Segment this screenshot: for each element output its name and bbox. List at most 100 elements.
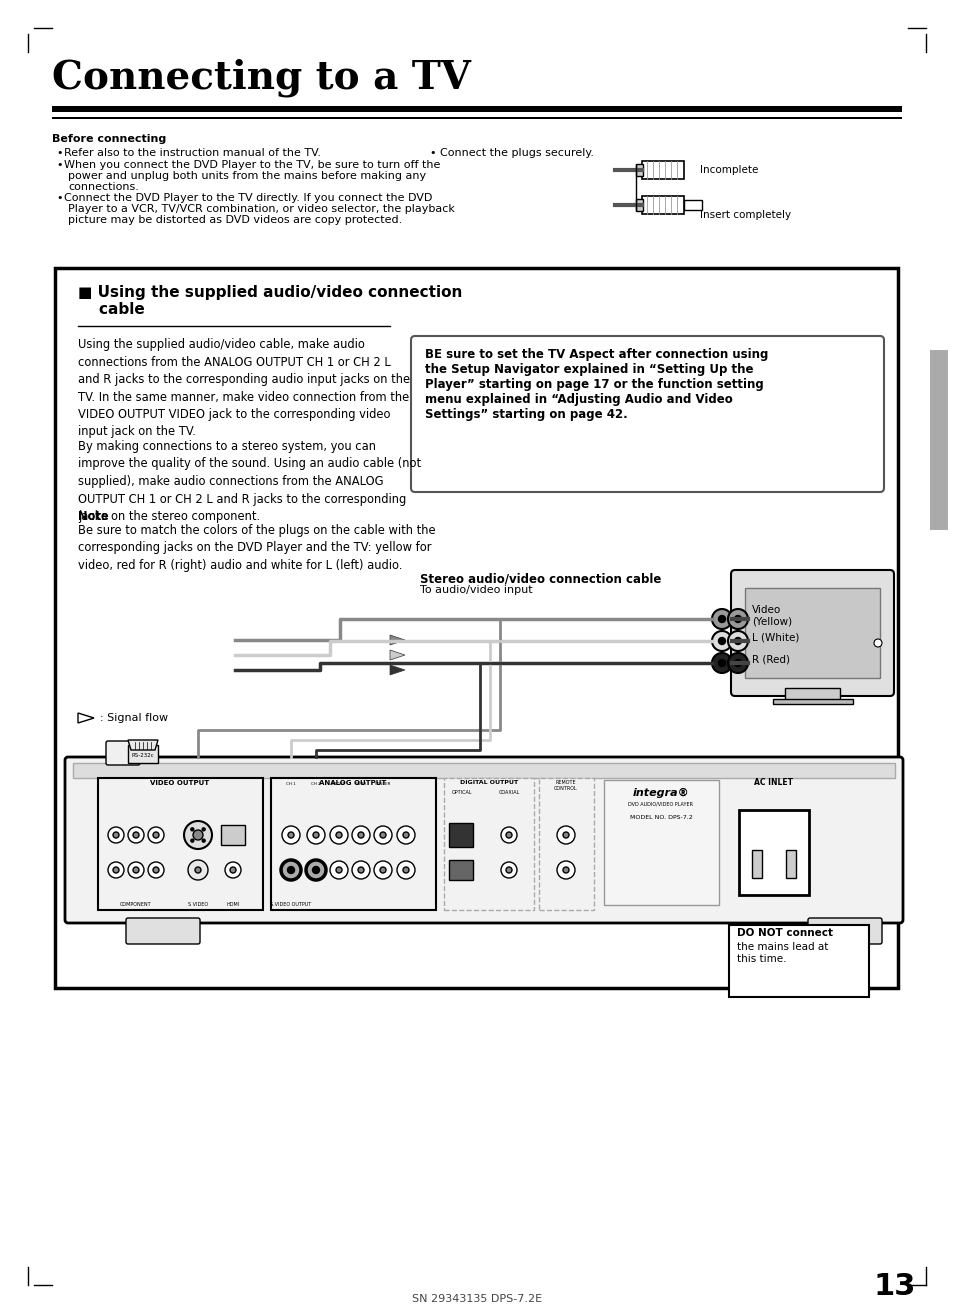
Bar (128, 744, 158, 763)
Circle shape (152, 867, 159, 873)
Bar (73, 763, 894, 779)
FancyBboxPatch shape (411, 336, 883, 492)
Circle shape (500, 827, 517, 843)
Circle shape (230, 867, 235, 873)
Circle shape (148, 863, 164, 878)
Circle shape (718, 616, 724, 622)
Circle shape (132, 867, 139, 873)
Text: L (White): L (White) (751, 633, 799, 643)
FancyBboxPatch shape (807, 918, 882, 944)
Bar (728, 924, 868, 997)
Circle shape (335, 867, 341, 873)
Text: 13: 13 (873, 1272, 915, 1301)
FancyBboxPatch shape (730, 570, 893, 696)
Text: When you connect the DVD Player to the TV, be sure to turn off the: When you connect the DVD Player to the T… (64, 160, 440, 169)
Bar (52, 117, 901, 119)
Polygon shape (128, 741, 158, 750)
Bar (449, 823, 473, 847)
Circle shape (352, 861, 370, 878)
Circle shape (396, 861, 415, 878)
Circle shape (108, 863, 124, 878)
Text: HDMI: HDMI (226, 902, 239, 907)
Bar (751, 850, 761, 878)
Bar (636, 164, 642, 176)
Text: ANALOG OUTPUT: ANALOG OUTPUT (319, 780, 386, 786)
Circle shape (727, 632, 747, 651)
Text: COMPONENT: COMPONENT (120, 902, 152, 907)
Circle shape (505, 832, 512, 838)
Text: SN 29343135 DPS-7.2E: SN 29343135 DPS-7.2E (412, 1295, 541, 1304)
Bar (683, 200, 701, 210)
Circle shape (128, 827, 144, 843)
Circle shape (727, 653, 747, 674)
Circle shape (557, 826, 575, 844)
Text: •: • (56, 193, 63, 204)
Circle shape (288, 832, 294, 838)
Text: COAXIAL: COAXIAL (497, 790, 519, 794)
Circle shape (193, 830, 203, 840)
Text: Stereo audio/video connection cable: Stereo audio/video connection cable (419, 572, 660, 586)
Text: CH 2: CH 2 (311, 783, 320, 786)
Polygon shape (390, 635, 405, 645)
Text: Using the supplied audio/video cable, make audio
connections from the ANALOG OUT: Using the supplied audio/video cable, ma… (78, 337, 410, 439)
Text: FRONT: FRONT (332, 783, 346, 786)
Circle shape (128, 863, 144, 878)
Circle shape (711, 653, 731, 674)
Text: Incomplete: Incomplete (700, 165, 758, 175)
Circle shape (734, 638, 740, 645)
Text: Connect the DVD Player to the TV directly. If you connect the DVD: Connect the DVD Player to the TV directl… (64, 193, 432, 204)
Text: VIDEO OUTPUT: VIDEO OUTPUT (151, 780, 210, 786)
Circle shape (330, 826, 348, 844)
Text: Be sure to match the colors of the plugs on the cable with the
corresponding jac: Be sure to match the colors of the plugs… (78, 524, 436, 572)
Text: •: • (56, 160, 63, 169)
Circle shape (562, 832, 568, 838)
Circle shape (335, 832, 341, 838)
Circle shape (402, 867, 409, 873)
Text: ■ Using the supplied audio/video connection
    cable: ■ Using the supplied audio/video connect… (78, 285, 462, 318)
Circle shape (374, 861, 392, 878)
Bar (772, 699, 852, 704)
Circle shape (402, 832, 409, 838)
Circle shape (396, 826, 415, 844)
FancyBboxPatch shape (106, 741, 140, 765)
Circle shape (562, 867, 568, 873)
Circle shape (313, 832, 318, 838)
Text: MODEL NO. DPS-7.2: MODEL NO. DPS-7.2 (629, 815, 692, 821)
Circle shape (734, 659, 740, 667)
Polygon shape (390, 664, 405, 675)
Bar (784, 688, 840, 700)
Bar (929, 351, 947, 530)
Bar (98, 779, 263, 910)
Circle shape (307, 826, 325, 844)
Text: Connecting to a TV: Connecting to a TV (52, 59, 471, 97)
Circle shape (718, 659, 724, 667)
FancyBboxPatch shape (126, 918, 200, 944)
Text: S.VIDEO OUTPUT: S.VIDEO OUTPUT (270, 902, 312, 907)
Text: : Signal flow: : Signal flow (100, 713, 168, 723)
Text: the mains lead at
this time.: the mains lead at this time. (737, 941, 827, 964)
Circle shape (287, 867, 294, 873)
Polygon shape (390, 650, 405, 660)
Circle shape (202, 827, 205, 831)
Text: •: • (56, 148, 63, 158)
Text: To audio/video input: To audio/video input (419, 586, 532, 595)
Circle shape (194, 867, 201, 873)
Text: CH 1: CH 1 (286, 783, 295, 786)
Bar (271, 779, 436, 910)
FancyBboxPatch shape (65, 758, 902, 923)
Text: OPTICAL: OPTICAL (451, 790, 472, 794)
Bar (641, 161, 683, 179)
Text: By making connections to a stereo system, you can
improve the quality of the sou: By making connections to a stereo system… (78, 440, 420, 523)
Circle shape (357, 832, 364, 838)
Bar (739, 810, 808, 895)
Text: Before connecting: Before connecting (52, 134, 166, 144)
Polygon shape (78, 713, 94, 723)
Circle shape (313, 867, 319, 873)
Circle shape (379, 832, 386, 838)
Circle shape (132, 832, 139, 838)
Bar (785, 850, 795, 878)
Text: power and unplug both units from the mains before making any: power and unplug both units from the mai… (68, 171, 426, 181)
Bar (603, 780, 719, 905)
Text: R (Red): R (Red) (751, 655, 789, 664)
Circle shape (281, 860, 301, 880)
